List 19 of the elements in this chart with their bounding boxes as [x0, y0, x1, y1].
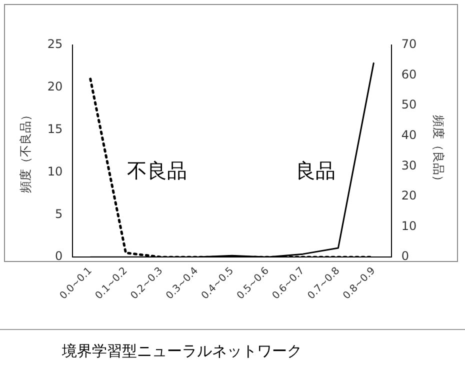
y-tick-label: 10 — [47, 164, 63, 178]
y-tick-label: 25 — [47, 37, 63, 52]
y2-tick-label: 70 — [401, 37, 417, 52]
series-label: 良品 — [296, 158, 336, 182]
y-tick-label: 5 — [55, 206, 63, 221]
y2-tick-label: 30 — [401, 158, 417, 172]
y2-tick-label: 40 — [401, 128, 417, 142]
y2-tick-label: 60 — [401, 67, 417, 82]
y-tick-label: 0 — [55, 249, 63, 264]
text: 境界学習型ニューラルネットワーク — [62, 342, 302, 361]
y2-tick-label: 50 — [401, 98, 417, 112]
y-axis-title: 頻度（不良品） — [18, 109, 32, 194]
y2-tick-label: 0 — [401, 249, 409, 264]
y-tick-label: 20 — [47, 80, 63, 94]
series-label: 不良品 — [126, 158, 187, 182]
y2-tick-label: 20 — [401, 188, 417, 203]
y-tick-label: 15 — [47, 122, 63, 136]
y2-tick-label: 10 — [401, 218, 417, 233]
y2-axis-title: 頻度（良品） — [432, 115, 446, 188]
